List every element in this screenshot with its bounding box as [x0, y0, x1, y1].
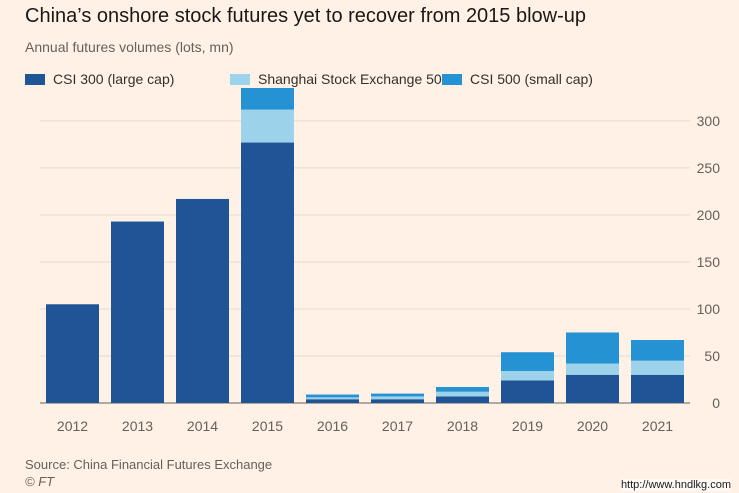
bar-2018-series-1 [436, 391, 489, 397]
bar-2012-series-0 [46, 304, 99, 403]
x-tick-label: 2015 [252, 418, 283, 434]
x-tick-label: 2016 [317, 418, 348, 434]
bar-2015-series-1 [241, 109, 294, 143]
bar-2020-series-0 [566, 374, 619, 403]
y-axis-ticks: 0 50 100 150 200 250 300 [697, 113, 721, 411]
x-axis-ticks: 2012 2013 2014 2015 2016 2017 2018 2019 2020 2021 [57, 418, 673, 434]
bar-2019-series-0 [501, 380, 554, 403]
bar-2017-series-1 [371, 396, 424, 400]
x-tick-label: 2013 [122, 418, 153, 434]
legend-swatch-csi300 [25, 73, 45, 85]
bar-2014-series-0 [176, 198, 229, 403]
bar-2016-series-1 [306, 397, 359, 400]
bar-2015-series-2 [241, 88, 294, 110]
bar-2019-series-1 [501, 371, 554, 381]
x-tick-label: 2017 [382, 418, 413, 434]
bar-2018-series-2 [436, 387, 489, 392]
bar-2020-series-1 [566, 363, 619, 375]
bar-2017-series-0 [371, 399, 424, 403]
chart-title: China’s onshore stock futures yet to rec… [25, 5, 587, 27]
legend-item-csi300: CSI 300 (large cap) [25, 71, 230, 87]
y-tick-label: 100 [697, 301, 721, 317]
watermark: http://www.hndlkg.com [620, 479, 731, 491]
bar-2016-series-0 [306, 399, 359, 403]
x-tick-label: 2019 [512, 418, 543, 434]
y-tick-label: 250 [697, 160, 721, 176]
legend-item-sse50: Shanghai Stock Exchange 50 [230, 71, 442, 87]
bar-2018-series-0 [436, 396, 489, 403]
y-tick-label: 150 [697, 254, 721, 270]
bar-2016-series-2 [306, 394, 359, 398]
legend: CSI 300 (large cap) Shanghai Stock Excha… [25, 70, 593, 88]
legend-swatch-csi500 [442, 73, 462, 85]
y-tick-label: 200 [697, 207, 721, 223]
x-tick-label: 2012 [57, 418, 88, 434]
source-note: Source: China Financial Futures Exchange [25, 457, 273, 472]
x-tick-label: 2014 [187, 418, 218, 434]
ft-credit: © FT [25, 474, 55, 489]
bar-2013-series-0 [111, 221, 164, 403]
y-tick-label: 0 [712, 395, 720, 411]
x-tick-label: 2018 [447, 418, 478, 434]
bars [46, 88, 684, 404]
legend-label-csi500: CSI 500 (small cap) [470, 71, 593, 87]
x-tick-label: 2021 [642, 418, 673, 434]
bar-2021-series-0 [631, 374, 684, 403]
chart-subtitle: Annual futures volumes (lots, mn) [25, 39, 234, 55]
bar-2021-series-2 [631, 340, 684, 361]
legend-swatch-sse50 [230, 73, 250, 85]
legend-item-csi500: CSI 500 (small cap) [442, 71, 593, 87]
bar-2017-series-2 [371, 393, 424, 397]
bar-2019-series-2 [501, 352, 554, 372]
bar-2015-series-0 [241, 142, 294, 404]
legend-label-csi300: CSI 300 (large cap) [53, 71, 175, 87]
legend-label-sse50: Shanghai Stock Exchange 50 [258, 71, 442, 87]
x-tick-label: 2020 [577, 418, 608, 434]
bar-2020-series-2 [566, 332, 619, 364]
y-tick-label: 300 [697, 113, 721, 129]
bar-2021-series-1 [631, 360, 684, 375]
y-tick-label: 50 [704, 348, 720, 364]
